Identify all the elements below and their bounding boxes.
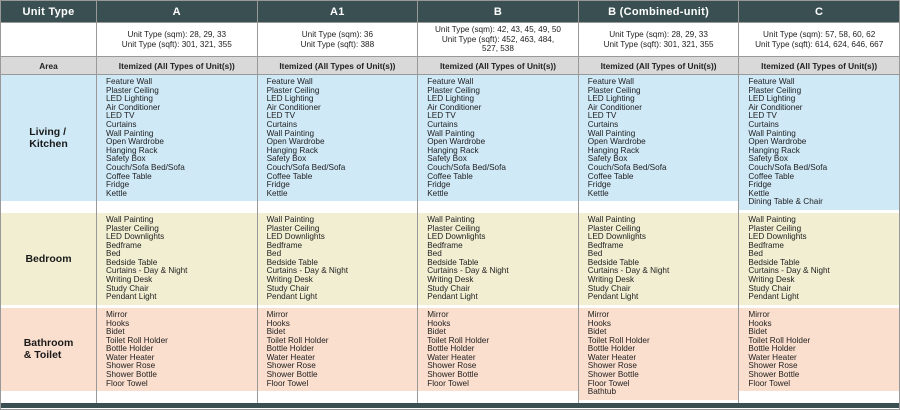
- column-header-b-combined: B (Combined-unit): [577, 1, 739, 22]
- bedroom-label-cell: Bedroom: [1, 212, 96, 308]
- area-row-label: Area: [39, 60, 58, 71]
- column-header-c: C: [738, 1, 899, 22]
- column-header-a1: A1: [256, 1, 418, 22]
- area-itemized-c: Itemized (All Types of Unit(s)): [738, 57, 899, 74]
- unit-sizes-b: Unit Type (sqm): 42, 43, 45, 49, 50 Unit …: [417, 23, 578, 56]
- bedroom-list-c: Wall Painting Plaster Ceiling LED Downligh…: [739, 212, 899, 305]
- bathroom-list-c: Mirror Hooks Bidet Toilet Roll Holder Bottle…: [739, 307, 899, 392]
- area-itemized-a: Itemized (All Types of Unit(s)): [96, 57, 257, 74]
- bathroom-list-b: Mirror Hooks Bidet Toilet Roll Holder Bottle…: [418, 307, 578, 392]
- living-list-cell-c: Feature Wall Plaster Ceiling LED Lighting A…: [738, 75, 899, 213]
- unit-size-row-label-spacer: [1, 23, 96, 56]
- unit-sizes-b-combined: Unit Type (sqm): 28, 29, 33 Unit Type (sq…: [577, 23, 739, 56]
- living-list-cell-a1: Feature Wall Plaster Ceiling LED Lighting A…: [256, 75, 418, 213]
- bathroom-list-a: Mirror Hooks Bidet Toilet Roll Holder Bottle…: [97, 307, 257, 392]
- living-list-cell-b-combined: Feature Wall Plaster Ceiling LED Lighting A…: [577, 75, 739, 213]
- bedroom-list-a1: Wall Painting Plaster Ceiling LED Downligh…: [257, 212, 418, 305]
- area-row: Area Itemized (All Types of Unit(s)) Ite…: [1, 57, 899, 75]
- unit-sizes-c: Unit Type (sqm): 57, 58, 60, 62 Unit Type…: [738, 23, 899, 56]
- living-list-c: Feature Wall Plaster Ceiling LED Lighting A…: [739, 75, 899, 210]
- bedroom-list-cell-c: Wall Painting Plaster Ceiling LED Downligh…: [738, 212, 899, 308]
- corner-header: Unit Type: [22, 5, 75, 18]
- living-list-b: Feature Wall Plaster Ceiling LED Lighting A…: [418, 75, 578, 202]
- living-list-a1: Feature Wall Plaster Ceiling LED Lighting A…: [257, 75, 418, 202]
- living-list-a: Feature Wall Plaster Ceiling LED Lighting A…: [97, 75, 257, 202]
- area-itemized-b: Itemized (All Types of Unit(s)): [417, 57, 578, 74]
- bathroom-label-cell: Bathroom & Toilet: [1, 307, 96, 403]
- living-list-cell-a: Feature Wall Plaster Ceiling LED Lighting A…: [96, 75, 257, 213]
- bedroom-list-cell-a1: Wall Painting Plaster Ceiling LED Downligh…: [256, 212, 418, 308]
- bathroom-toilet-label: Bathroom & Toilet: [1, 307, 96, 391]
- bedroom-list-cell-a: Wall Painting Plaster Ceiling LED Downligh…: [96, 212, 257, 308]
- unit-sizes-a1: Unit Type (sqm): 36 Unit Type (sqft): 388: [256, 23, 418, 56]
- bedroom-list-cell-b: Wall Painting Plaster Ceiling LED Downligh…: [417, 212, 578, 308]
- living-kitchen-label: Living / Kitchen: [1, 75, 96, 201]
- living-list-b-combined: Feature Wall Plaster Ceiling LED Lighting A…: [578, 75, 739, 202]
- living-kitchen-label-cell: Living / Kitchen: [1, 75, 96, 213]
- bedroom-list-a: Wall Painting Plaster Ceiling LED Downligh…: [97, 212, 257, 305]
- area-itemized-b-combined: Itemized (All Types of Unit(s)): [577, 57, 739, 74]
- unit-sizes-a: Unit Type (sqm): 28, 29, 33 Unit Type (sq…: [96, 23, 257, 56]
- bedroom-list-cell-b-combined: Wall Painting Plaster Ceiling LED Downligh…: [577, 212, 739, 308]
- living-kitchen-row: Living / Kitchen Feature Wall Plaster Ceil…: [1, 75, 899, 213]
- header-row: Unit Type A A1 B B (Combined-unit) C: [1, 1, 899, 23]
- bedroom-list-b: Wall Painting Plaster Ceiling LED Downligh…: [418, 212, 578, 305]
- table-bottom-bar: [1, 402, 899, 408]
- bathroom-list-cell-a1: Mirror Hooks Bidet Toilet Roll Holder Bottle…: [256, 307, 418, 403]
- bathroom-list-cell-b: Mirror Hooks Bidet Toilet Roll Holder Bottle…: [417, 307, 578, 403]
- bedroom-label: Bedroom: [1, 212, 96, 305]
- bathroom-list-cell-c: Mirror Hooks Bidet Toilet Roll Holder Bottle…: [738, 307, 899, 403]
- unit-size-row: Unit Type (sqm): 28, 29, 33 Unit Type (sq…: [1, 23, 899, 57]
- column-header-a: A: [96, 1, 257, 22]
- bedroom-list-b-combined: Wall Painting Plaster Ceiling LED Downligh…: [578, 212, 739, 305]
- bedroom-row: Bedroom Wall Painting Plaster Ceiling LED …: [1, 212, 899, 308]
- area-itemized-a1: Itemized (All Types of Unit(s)): [256, 57, 418, 74]
- bathroom-list-cell-a: Mirror Hooks Bidet Toilet Roll Holder Bottle…: [96, 307, 257, 403]
- bathroom-list-a1: Mirror Hooks Bidet Toilet Roll Holder Bottle…: [257, 307, 418, 392]
- bathroom-toilet-row: Bathroom & Toilet Mirror Hooks Bidet Toilet …: [1, 307, 899, 403]
- bathroom-list-cell-b-combined: Mirror Hooks Bidet Toilet Roll Holder Bottle…: [577, 307, 739, 403]
- living-list-cell-b: Feature Wall Plaster Ceiling LED Lighting A…: [417, 75, 578, 213]
- bathroom-list-b-combined: Mirror Hooks Bidet Toilet Roll Holder Bottle…: [578, 307, 739, 400]
- column-header-b: B: [417, 1, 578, 22]
